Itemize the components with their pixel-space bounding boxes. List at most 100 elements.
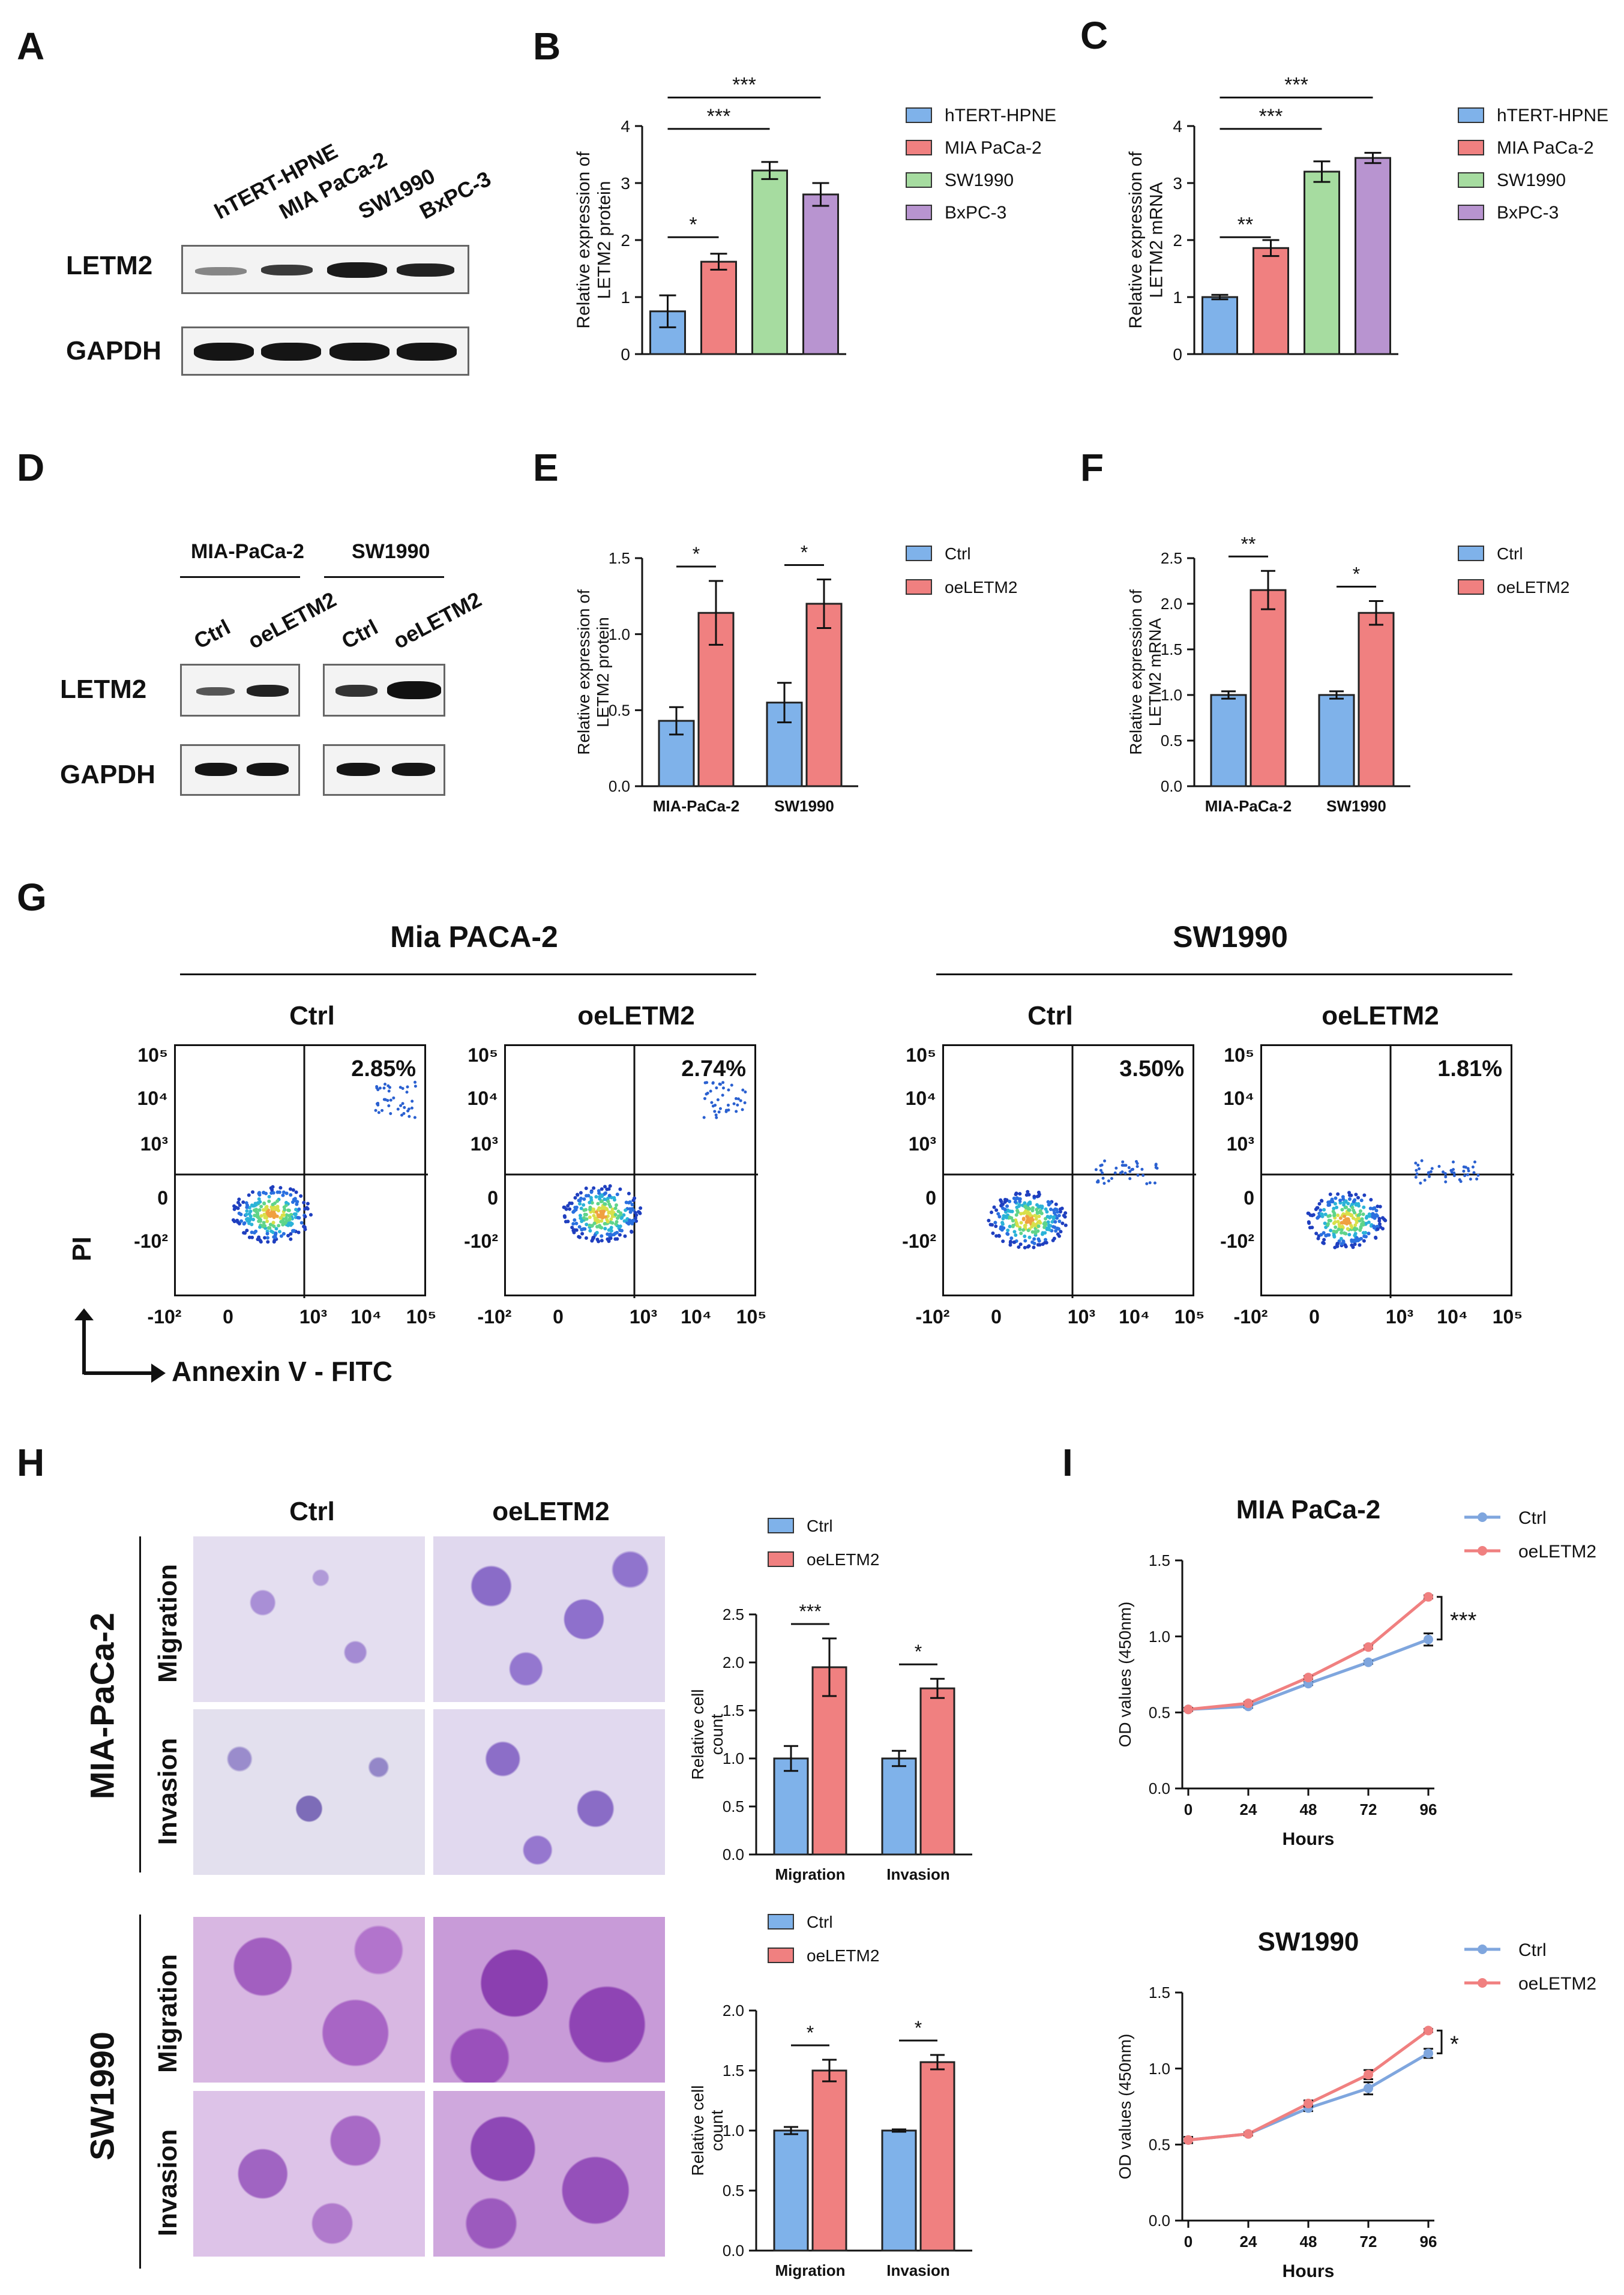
micro-image bbox=[193, 1917, 425, 2083]
x-tick-label: Invasion bbox=[886, 2261, 949, 2279]
event-dot bbox=[1135, 1165, 1139, 1169]
flow-y-tick-label: 10³ bbox=[140, 1133, 168, 1155]
y-tick-label: 1.5 bbox=[1149, 1551, 1170, 1569]
event-dot bbox=[1101, 1171, 1104, 1175]
event-dot bbox=[262, 1201, 266, 1205]
event-dot bbox=[1373, 1215, 1377, 1220]
y-tick-label: 1.0 bbox=[1161, 686, 1182, 704]
event-dot bbox=[1428, 1175, 1431, 1179]
event-dot bbox=[588, 1229, 592, 1233]
event-dot bbox=[582, 1197, 586, 1202]
event-dot bbox=[251, 1190, 255, 1194]
event-dot bbox=[290, 1222, 294, 1226]
chart-title: MIA PaCa-2 bbox=[1236, 1495, 1380, 1524]
blot-a-letm2-strip bbox=[181, 245, 469, 294]
significance-label: ** bbox=[1241, 533, 1256, 555]
event-dot bbox=[618, 1233, 622, 1237]
event-dot bbox=[375, 1084, 379, 1088]
event-dot bbox=[1001, 1239, 1005, 1244]
event-dot bbox=[250, 1223, 254, 1227]
event-dot bbox=[278, 1186, 283, 1190]
flow-plot: 2.85% bbox=[174, 1044, 428, 1298]
event-dot bbox=[1048, 1208, 1053, 1212]
event-dot bbox=[302, 1224, 306, 1229]
event-dot bbox=[1057, 1214, 1061, 1218]
event-dot bbox=[1368, 1206, 1373, 1211]
event-dot bbox=[1377, 1219, 1382, 1223]
chart-h-sw1990: 0.0 0.5 1.0 1.5 2.0 Relative cellcount Migrati… bbox=[688, 1913, 972, 2279]
significance-label: * bbox=[807, 2022, 814, 2044]
data-point bbox=[1424, 2048, 1433, 2059]
event-dot bbox=[1026, 1217, 1030, 1221]
event-dot bbox=[1060, 1221, 1065, 1226]
bar bbox=[1355, 157, 1391, 355]
event-dot bbox=[610, 1207, 615, 1211]
transwell-assay-3: Migration bbox=[153, 1954, 182, 2073]
event-dot bbox=[1319, 1233, 1323, 1237]
event-dot bbox=[1023, 1235, 1027, 1239]
transwell-line-2: SW1990 bbox=[83, 2032, 121, 2161]
event-dot bbox=[1331, 1209, 1335, 1214]
event-dot bbox=[1026, 1229, 1030, 1233]
event-dot bbox=[232, 1207, 236, 1211]
event-dot bbox=[589, 1190, 594, 1194]
legend-label: oeLETM2 bbox=[807, 1946, 879, 1965]
event-dot bbox=[284, 1216, 288, 1220]
flow-x-tick-label: 10⁵ bbox=[1492, 1306, 1523, 1328]
event-dot bbox=[600, 1219, 604, 1223]
event-dot bbox=[588, 1208, 592, 1212]
event-dot bbox=[568, 1207, 572, 1211]
event-dot bbox=[601, 1211, 605, 1215]
significance-label: * bbox=[915, 1641, 922, 1662]
event-dot bbox=[1353, 1228, 1357, 1232]
event-dot bbox=[1467, 1169, 1470, 1173]
data-point bbox=[1244, 2129, 1253, 2139]
event-dot bbox=[734, 1096, 738, 1100]
event-dot bbox=[1014, 1213, 1018, 1217]
band bbox=[397, 263, 454, 277]
event-dot bbox=[726, 1103, 730, 1107]
event-dot bbox=[577, 1225, 582, 1229]
y-tick-label: 0.5 bbox=[1161, 732, 1182, 750]
event-dot bbox=[1001, 1217, 1005, 1221]
event-dot bbox=[1011, 1224, 1015, 1229]
event-dot bbox=[1350, 1213, 1354, 1217]
event-dot bbox=[289, 1232, 293, 1236]
event-dot bbox=[1154, 1166, 1158, 1169]
event-dot bbox=[600, 1226, 604, 1230]
legend-swatch bbox=[768, 1914, 794, 1930]
event-dot bbox=[389, 1098, 392, 1102]
event-dot bbox=[1364, 1235, 1368, 1239]
event-dot bbox=[1316, 1215, 1320, 1219]
event-dot bbox=[1019, 1231, 1023, 1235]
event-dot bbox=[595, 1224, 600, 1229]
event-dot bbox=[1063, 1215, 1067, 1219]
x-tick-label: 0 bbox=[1184, 2233, 1192, 2251]
blot-d-gapdh-strip-1 bbox=[180, 744, 300, 796]
event-dot bbox=[265, 1232, 269, 1236]
event-dot bbox=[1063, 1211, 1068, 1215]
y-tick-label: 1.5 bbox=[723, 2062, 744, 2080]
data-point bbox=[1304, 1673, 1313, 1683]
micro-image bbox=[433, 1536, 665, 1702]
event-dot bbox=[1131, 1167, 1134, 1171]
event-dot bbox=[1018, 1192, 1022, 1196]
event-dot bbox=[400, 1113, 403, 1117]
event-dot bbox=[1463, 1174, 1467, 1178]
event-dot bbox=[1008, 1239, 1012, 1244]
event-dot bbox=[1127, 1166, 1131, 1170]
legend-label: oeLETM2 bbox=[945, 578, 1017, 597]
band bbox=[195, 267, 247, 275]
event-dot bbox=[1328, 1193, 1332, 1197]
y-axis-label: Relative expression ofLETM2 mRNA bbox=[1126, 589, 1164, 755]
event-dot bbox=[1427, 1172, 1430, 1175]
event-dot bbox=[631, 1219, 636, 1223]
event-dot bbox=[1355, 1236, 1359, 1240]
event-dot bbox=[717, 1110, 721, 1114]
bar bbox=[1210, 694, 1247, 787]
event-dot bbox=[1044, 1207, 1048, 1211]
flow-cond-1: Ctrl bbox=[289, 1001, 335, 1030]
y-tick-label: 0.5 bbox=[609, 701, 630, 719]
event-dot bbox=[584, 1212, 588, 1217]
event-dot bbox=[1099, 1169, 1102, 1172]
